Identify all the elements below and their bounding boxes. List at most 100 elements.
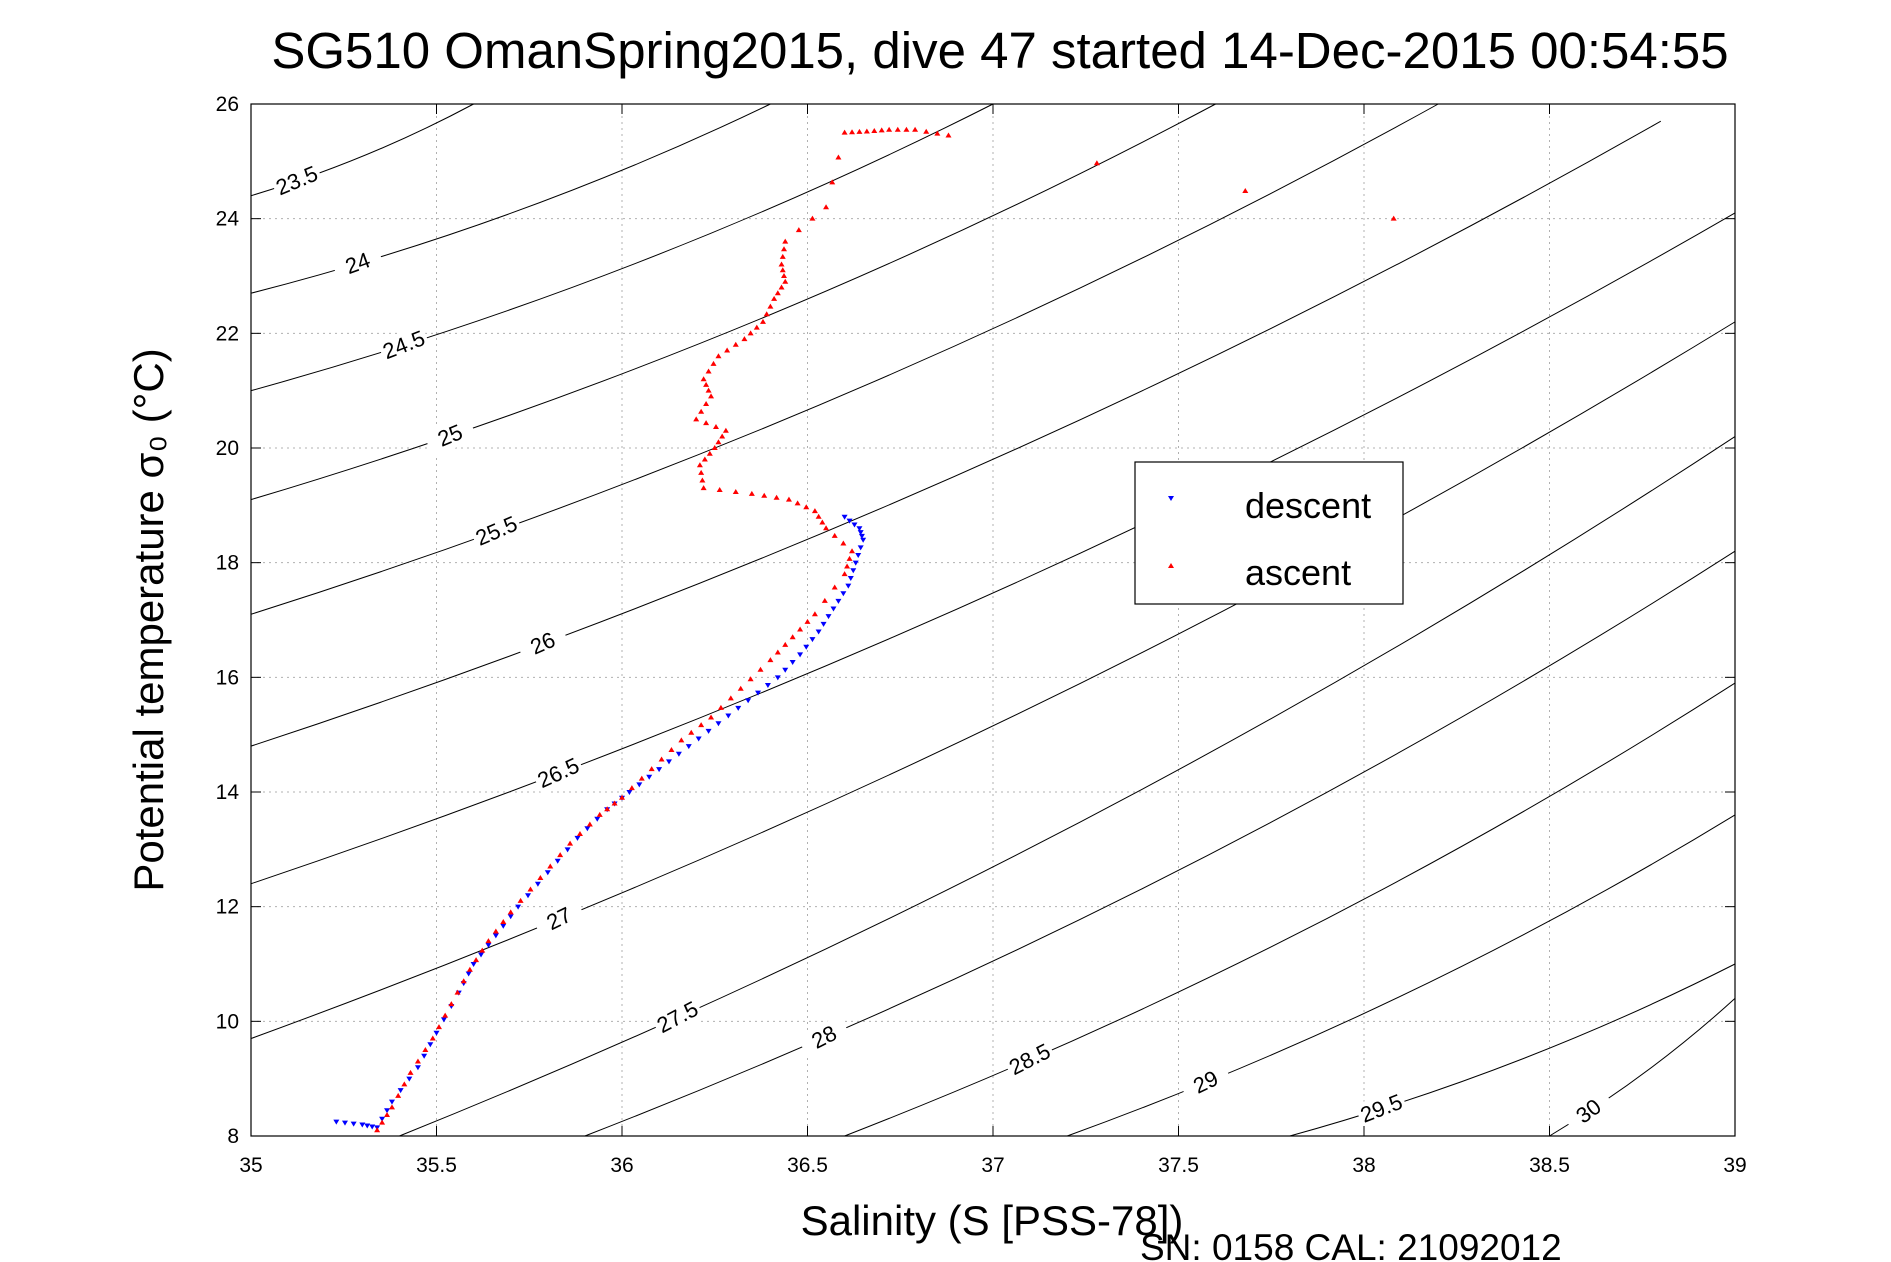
ascent-point: [767, 657, 774, 663]
contour-label-group: 26: [515, 622, 571, 666]
ascent-point: [1242, 187, 1249, 193]
ascent-point: [485, 938, 492, 944]
descent-point: [695, 736, 702, 742]
ascent-point: [894, 126, 901, 132]
ascent-point: [547, 863, 554, 869]
ascent-point: [448, 1001, 455, 1007]
contour-label-group: 24.5: [376, 324, 432, 366]
ascent-point: [863, 128, 870, 134]
ascent-point: [823, 204, 830, 210]
contour-label-group: 30: [1561, 1086, 1616, 1137]
descent-point: [485, 942, 492, 948]
descent-point: [685, 744, 692, 750]
descent-point: [825, 614, 832, 620]
density-contour-line: [250, 103, 1439, 615]
descent-point: [470, 962, 477, 967]
descent-point: [820, 621, 827, 627]
y-tick-label: 26: [216, 93, 239, 116]
ascent-point: [722, 427, 729, 433]
y-tick-label: 10: [216, 1010, 239, 1033]
descent-point: [656, 767, 663, 773]
legend-ascent-label: ascent: [1245, 552, 1351, 593]
y-tick-label: 18: [216, 552, 239, 575]
ascent-point: [732, 488, 739, 494]
ascent-point: [811, 611, 818, 617]
ascent-point: [717, 704, 724, 710]
descent-point: [774, 675, 781, 681]
ascent-point: [903, 126, 910, 132]
y-tick-label: 14: [216, 781, 240, 804]
footer-serial-cal: SN: 0158 CAL: 21092012: [1140, 1227, 1562, 1262]
descent-point: [705, 728, 712, 734]
ascent-point: [700, 485, 707, 491]
legend: descent ascent: [1134, 461, 1404, 605]
descent-point: [440, 1017, 447, 1023]
ascent-point: [715, 353, 722, 359]
ascent-point: [809, 215, 816, 221]
descent-point: [359, 1122, 366, 1128]
descent-point: [554, 858, 561, 864]
ascent-point: [782, 641, 789, 647]
y-tick-label: 22: [216, 322, 239, 345]
density-contour-line: [584, 550, 1736, 1137]
ascent-point: [567, 840, 574, 846]
ascent-point: [668, 746, 675, 752]
ascent-point: [628, 785, 635, 791]
descent-point: [725, 713, 732, 719]
descent-point: [857, 530, 864, 536]
ascent-point: [804, 618, 811, 624]
ascent-point: [716, 487, 723, 493]
ascent-point: [778, 261, 785, 267]
chart-title: SG510 OmanSpring2015, dive 47 started 14…: [271, 22, 1728, 79]
descent-point: [755, 690, 762, 696]
contour-label-bg: [376, 324, 432, 366]
descent-point: [665, 759, 672, 765]
ascent-point: [611, 800, 618, 806]
density-contour-line: [250, 103, 771, 294]
axis-ticks: 35 35.5 36 36.5 37 37.5 38 38.5 39 8 10 12 14 16 18 20 2…: [216, 93, 1747, 1177]
ascent-point: [708, 393, 715, 399]
density-contour-line: [399, 436, 1736, 1137]
ascent-point: [384, 1111, 391, 1117]
descent-point: [830, 606, 837, 612]
descent-point: [388, 1099, 395, 1105]
descent-point: [564, 847, 571, 853]
descent-point: [384, 1108, 391, 1114]
ascent-point: [658, 756, 665, 762]
ascent-point: [821, 597, 828, 603]
ascent-point: [693, 416, 700, 422]
grid-lines: [251, 104, 1735, 1136]
ascent-point: [696, 462, 703, 468]
ascent-point: [741, 336, 748, 342]
descent-point: [841, 514, 848, 520]
density-contour-line: [844, 682, 1736, 1137]
ascent-point: [698, 722, 705, 728]
ascent-point: [934, 130, 941, 136]
ascent-point: [781, 246, 788, 252]
ascent-point: [761, 492, 768, 498]
ascent-point: [912, 126, 919, 132]
descent-point: [851, 522, 858, 528]
ascent-point: [727, 695, 734, 701]
ascent-point: [753, 324, 760, 330]
descent-point: [333, 1119, 340, 1125]
x-tick-label: 35: [239, 1154, 262, 1177]
legend-ascent-marker: [1168, 563, 1174, 568]
ascent-point: [923, 128, 930, 134]
ascent-point: [782, 238, 789, 244]
ascent-point: [779, 267, 786, 273]
ascent-point: [638, 775, 645, 781]
descent-point: [715, 721, 722, 727]
ascent-point: [815, 513, 822, 519]
ascent-point: [719, 433, 726, 439]
descent-point: [846, 518, 853, 524]
descent-point: [584, 826, 591, 832]
ascent-point: [767, 303, 774, 309]
ascent-point: [678, 737, 685, 743]
descent-point: [406, 1076, 413, 1082]
descent-point: [850, 568, 857, 574]
ascent-point: [596, 811, 603, 817]
ascent-point: [724, 347, 731, 353]
descent-point: [860, 537, 867, 543]
ascent-point: [771, 295, 778, 301]
